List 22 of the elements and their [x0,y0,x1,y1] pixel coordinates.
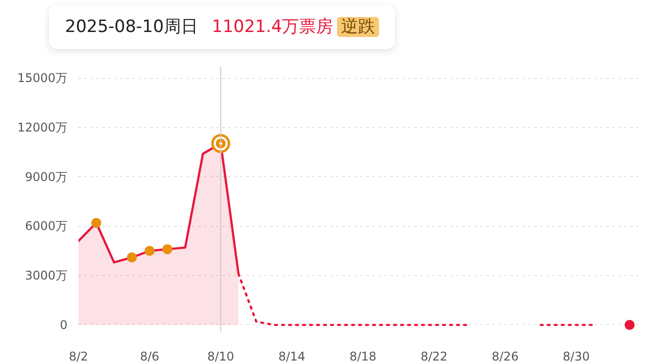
text: 11021.4万票房 [212,17,334,37]
x-tick-label: 8/2 [68,350,88,363]
x-tick-label: 8/6 [140,350,160,363]
point [624,320,635,330]
point [162,244,172,254]
x-tick-label: 8/30 [562,350,590,363]
y-tick-label: 0 [60,318,68,332]
point [144,246,155,256]
text: 逆跌 [337,17,380,37]
x-tick-label: 8/18 [349,350,376,363]
x-tick-label: 8/10 [207,350,234,363]
y-tick-label: 9000万 [24,170,68,184]
y-tick-label: 6000万 [24,219,68,234]
x-tick-label: 8/26 [492,350,519,363]
x-tick-label: 8/14 [278,350,306,363]
text: 2025-08-10周日 [65,17,198,37]
y-tick-label: 3000万 [24,268,68,283]
point [126,252,137,262]
y-tick-label: 15000万 [17,71,68,86]
y-tick-label: 12000万 [17,120,68,134]
x-tick-label: 8/22 [420,350,448,363]
point [91,218,102,228]
